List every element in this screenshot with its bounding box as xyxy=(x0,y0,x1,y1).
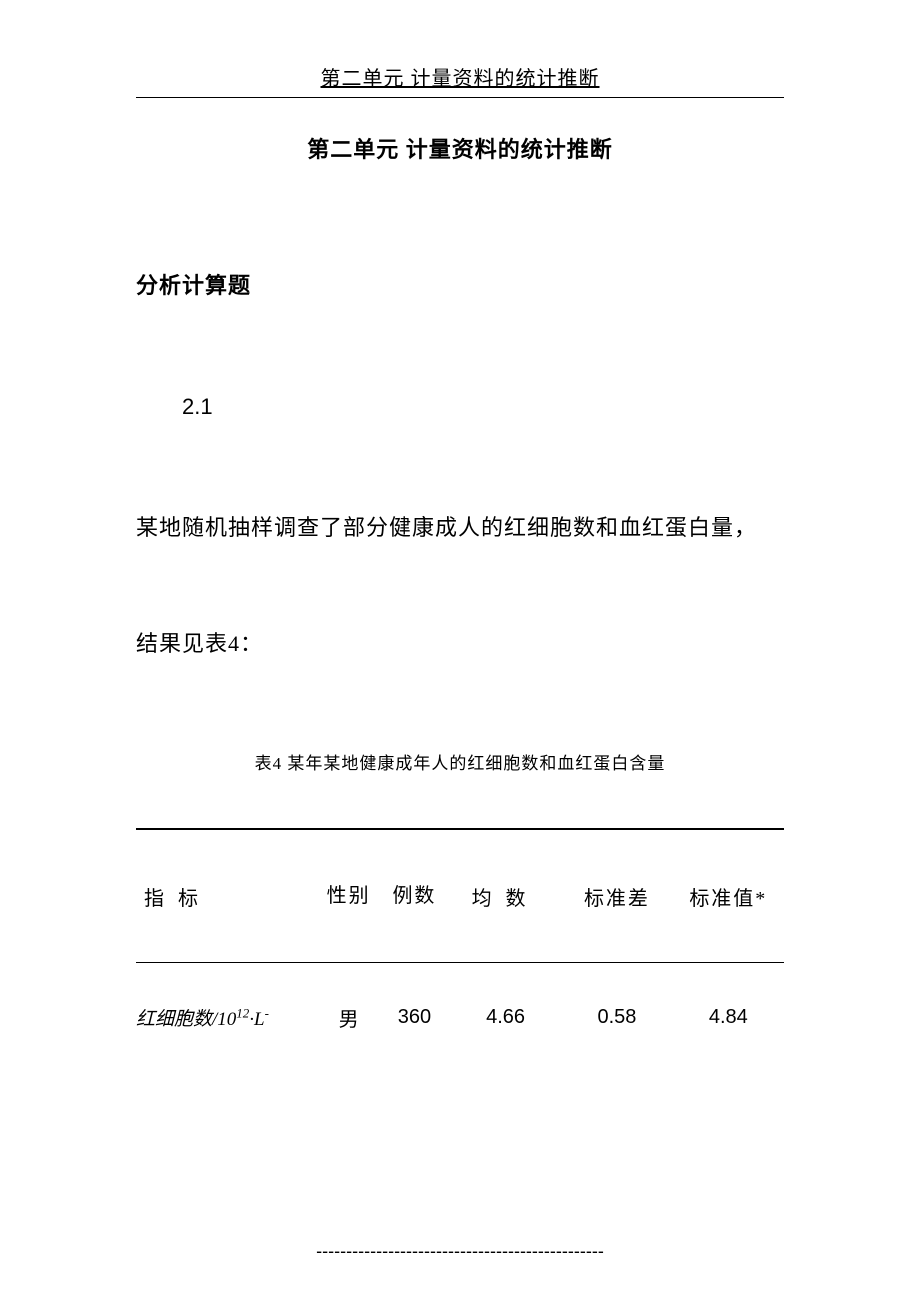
cell-ref: 4.84 xyxy=(673,963,784,1043)
running-header: 第二单元 计量资料的统计推断 xyxy=(0,0,920,91)
cell-indicator: 红细胞数/1012·L- xyxy=(136,963,318,1043)
question-number-text: 2.1 xyxy=(182,394,213,419)
data-table: 指标 性别 例数 均数 标准差 标准值* 红细胞数/1012·L- 男 360 … xyxy=(136,828,784,1042)
running-header-text: 第二单元 计量资料的统计推断 xyxy=(321,68,600,90)
cell-std: 0.58 xyxy=(561,963,672,1043)
indicator-suffix: ·L xyxy=(249,1009,264,1030)
col-header-indicator: 指标 xyxy=(136,829,318,963)
section-title-text: 分析计算题 xyxy=(136,273,251,298)
cell-count: 360 xyxy=(379,963,450,1043)
indicator-sup: 12 xyxy=(236,1006,249,1021)
indicator-prefix: 红细胞数/10 xyxy=(136,1009,236,1030)
table-caption: 表4 某年某地健康成年人的红细胞数和血红蛋白含量 xyxy=(0,749,920,774)
main-title: 第二单元 计量资料的统计推断 xyxy=(0,132,920,164)
col-header-gender: 性别 xyxy=(318,829,379,963)
cell-gender: 男 xyxy=(318,963,379,1043)
body-text-2: 结果见表4： xyxy=(136,624,784,664)
col-header-std: 标准差 xyxy=(561,829,672,963)
col-header-mean: 均数 xyxy=(450,829,561,963)
col-header-count: 例数 xyxy=(379,829,450,963)
main-title-text: 第二单元 计量资料的统计推断 xyxy=(307,137,613,162)
col-header-ref: 标准值* xyxy=(673,829,784,963)
page-footer: ----------------------------------------… xyxy=(0,1241,920,1262)
question-number: 2.1 xyxy=(182,394,920,420)
footer-divider: ----------------------------------------… xyxy=(316,1241,604,1261)
header-divider xyxy=(136,97,784,98)
table-caption-text: 表4 某年某地健康成年人的红细胞数和血红蛋白含量 xyxy=(255,754,666,773)
body-text-1-content: 某地随机抽样调查了部分健康成人的红细胞数和血红蛋白量， xyxy=(136,515,757,540)
table-row: 红细胞数/1012·L- 男 360 4.66 0.58 4.84 xyxy=(136,963,784,1043)
cell-mean: 4.66 xyxy=(450,963,561,1043)
section-title: 分析计算题 xyxy=(136,268,920,300)
body-text-2-content: 结果见表4： xyxy=(136,631,263,656)
table-header-row: 指标 性别 例数 均数 标准差 标准值* xyxy=(136,829,784,963)
body-text-1: 某地随机抽样调查了部分健康成人的红细胞数和血红蛋白量， xyxy=(136,508,784,548)
indicator-sup2: - xyxy=(265,1006,269,1021)
